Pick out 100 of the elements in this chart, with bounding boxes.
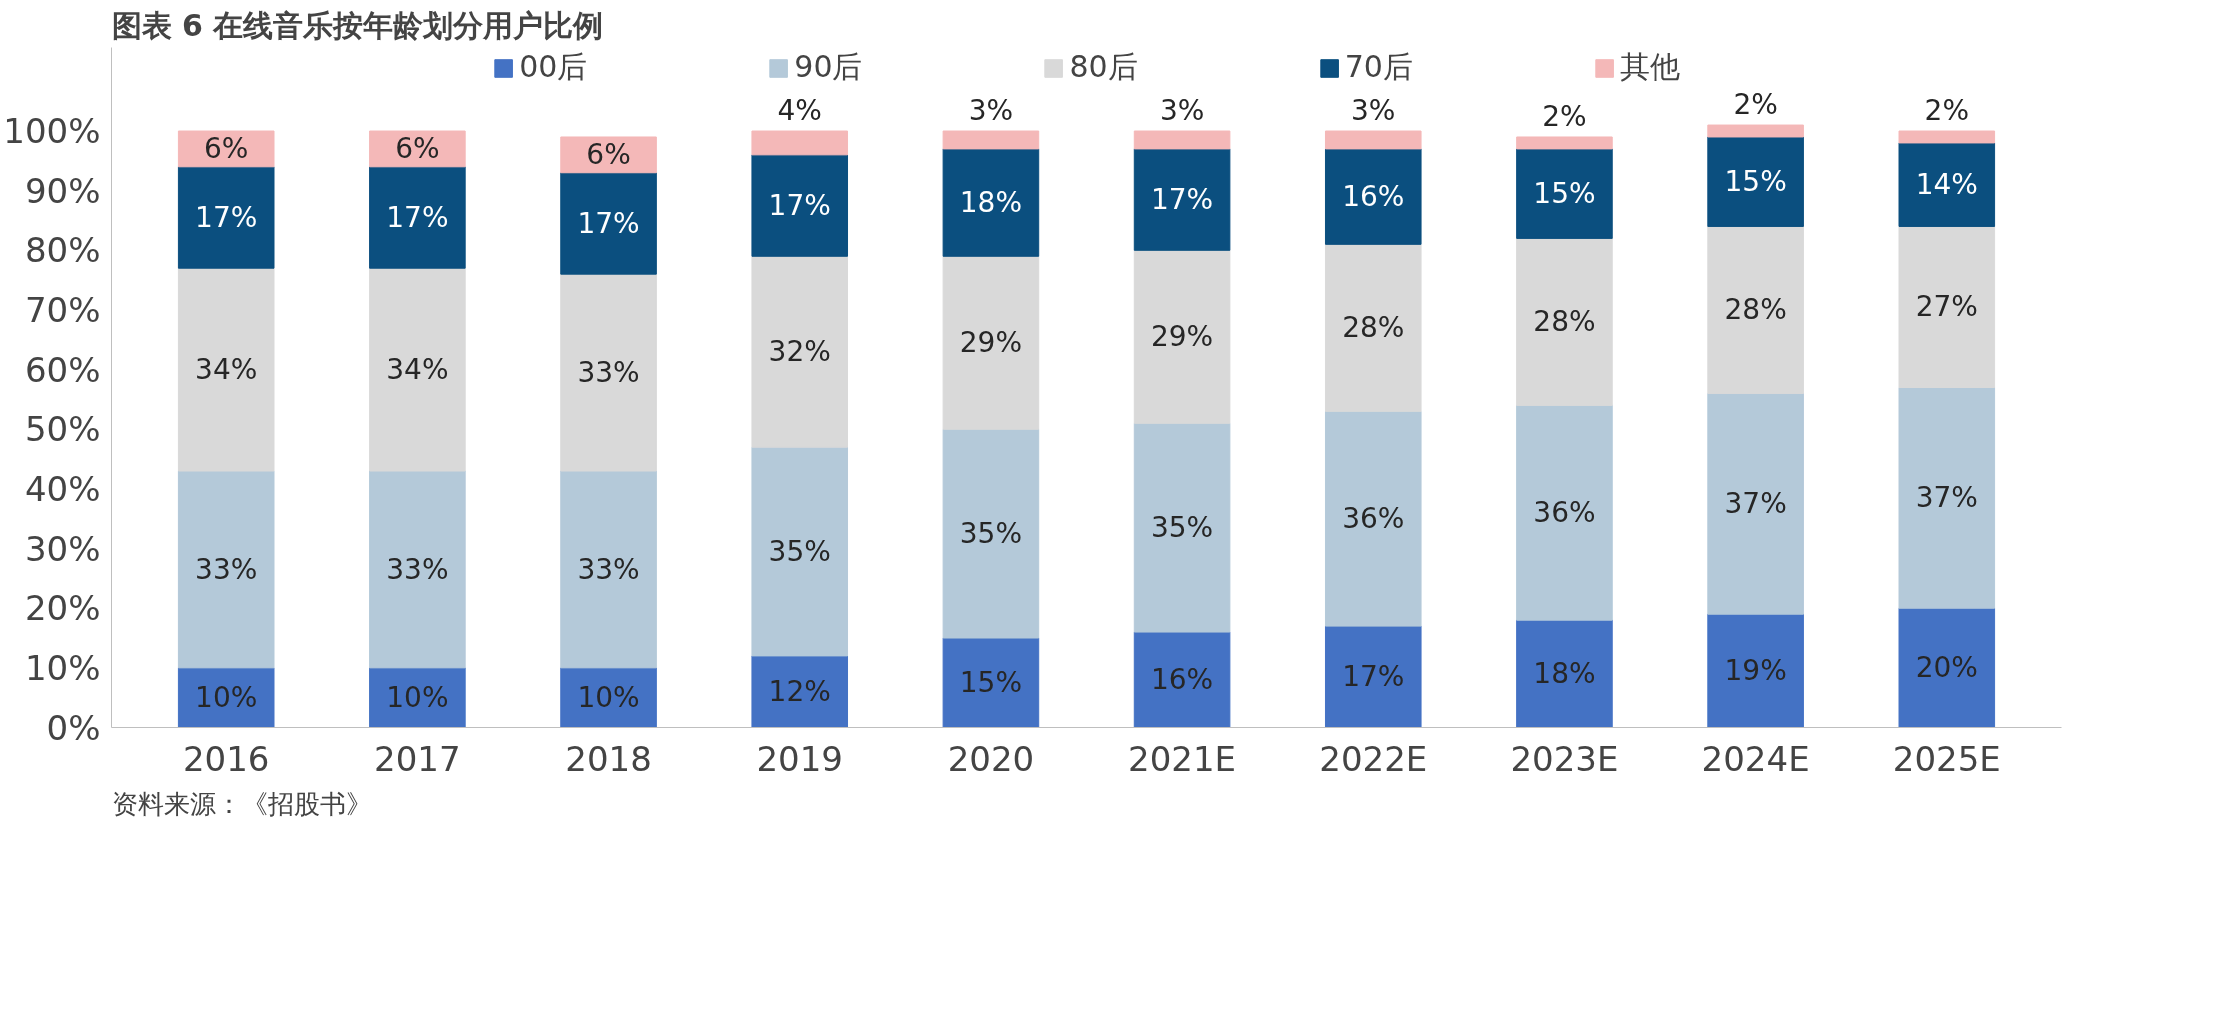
data-label: 35% bbox=[959, 517, 1023, 551]
bar bbox=[942, 130, 1040, 150]
x-tick-label: 2017 bbox=[374, 738, 461, 779]
data-label: 3% bbox=[968, 94, 1014, 128]
data-label: 27% bbox=[1915, 290, 1978, 324]
data-label: 34% bbox=[195, 353, 258, 387]
data-label: 17% bbox=[768, 189, 831, 223]
data-label: 3% bbox=[1351, 94, 1396, 128]
y-tick-label: 40% bbox=[24, 468, 101, 509]
x-tick-label: 2020 bbox=[947, 738, 1035, 779]
data-label: 28% bbox=[1533, 305, 1596, 339]
bar bbox=[1324, 243, 1422, 412]
x-tick-label: 2023E bbox=[1510, 738, 1619, 779]
data-label: 10% bbox=[577, 681, 640, 715]
bar bbox=[1133, 249, 1231, 424]
data-label: 37% bbox=[1915, 481, 1978, 515]
x-tick-label: 2022E bbox=[1319, 738, 1428, 779]
data-label: 10% bbox=[386, 681, 449, 715]
data-label: 2% bbox=[1924, 94, 1970, 128]
legend-label: 80后 bbox=[1069, 48, 1138, 86]
y-tick-label: 80% bbox=[24, 230, 101, 271]
data-label: 15% bbox=[959, 666, 1023, 700]
data-label: 14% bbox=[1915, 168, 1978, 202]
legend-label: 00后 bbox=[519, 48, 588, 86]
data-label: 28% bbox=[1724, 293, 1787, 327]
data-label: 17% bbox=[386, 201, 449, 234]
bar bbox=[942, 148, 1040, 257]
x-tick-label: 2019 bbox=[756, 738, 843, 779]
bar bbox=[751, 446, 849, 657]
data-label: 37% bbox=[1724, 487, 1787, 521]
chart-title: 图表 6 在线音乐按年龄划分用户比例 bbox=[111, 7, 604, 43]
bar bbox=[1707, 124, 1804, 138]
data-label: 18% bbox=[1533, 657, 1596, 691]
data-label: 6% bbox=[586, 138, 631, 172]
x-tick-label: 2016 bbox=[182, 738, 270, 779]
y-tick-label: 50% bbox=[24, 409, 101, 450]
text: 资料来源：《招股书》 bbox=[111, 788, 372, 819]
data-label: 2% bbox=[1542, 100, 1587, 134]
bar bbox=[177, 470, 275, 669]
bar bbox=[1898, 142, 1996, 227]
data-label: 20% bbox=[1915, 651, 1978, 685]
bar bbox=[1898, 225, 1996, 388]
data-label: 28% bbox=[1342, 311, 1405, 345]
y-tick-label: 20% bbox=[24, 588, 101, 629]
y-tick-label: 60% bbox=[24, 349, 101, 390]
data-label: 6% bbox=[395, 132, 440, 166]
data-label: 6% bbox=[204, 132, 249, 166]
bar bbox=[1707, 225, 1804, 394]
x-tick-label: 2024E bbox=[1701, 738, 1810, 779]
data-label: 12% bbox=[768, 675, 831, 709]
x-tick-label: 2021E bbox=[1128, 738, 1237, 779]
y-tick-label: 70% bbox=[24, 289, 101, 330]
bar bbox=[1516, 404, 1613, 621]
data-label: 3% bbox=[1159, 94, 1205, 128]
bar bbox=[1133, 148, 1231, 251]
data-label: 18% bbox=[959, 186, 1023, 220]
data-label: 29% bbox=[1150, 320, 1214, 354]
bar bbox=[1324, 625, 1422, 728]
bar bbox=[942, 255, 1040, 430]
bar bbox=[1898, 130, 1996, 144]
bar bbox=[942, 637, 1040, 728]
data-label: 17% bbox=[1150, 183, 1214, 217]
bar bbox=[942, 428, 1040, 639]
data-label: 10% bbox=[195, 681, 258, 715]
data-label: 36% bbox=[1342, 502, 1405, 536]
data-label: 33% bbox=[577, 552, 640, 586]
data-label: 33% bbox=[577, 356, 640, 390]
x-tick-label: 2025E bbox=[1892, 738, 2001, 779]
data-label: 36% bbox=[1533, 496, 1596, 530]
bar bbox=[369, 470, 466, 669]
data-label: 33% bbox=[195, 552, 258, 586]
y-tick-label: 30% bbox=[24, 528, 101, 569]
data-label: 15% bbox=[1533, 177, 1596, 211]
bar bbox=[560, 172, 657, 275]
data-label: 32% bbox=[768, 335, 831, 369]
data-label: 19% bbox=[1724, 654, 1787, 688]
legend-label: 70后 bbox=[1344, 48, 1413, 86]
bar bbox=[560, 470, 657, 669]
data-label: 29% bbox=[959, 326, 1023, 360]
bar bbox=[1516, 148, 1613, 239]
data-label: 17% bbox=[577, 206, 640, 240]
bar bbox=[1898, 607, 1996, 728]
data-label: 2% bbox=[1733, 88, 1778, 122]
data-label: 17% bbox=[1342, 660, 1405, 694]
bar bbox=[177, 267, 275, 472]
bar bbox=[560, 273, 657, 472]
y-tick-label: 90% bbox=[24, 170, 101, 211]
bar bbox=[1898, 387, 1996, 609]
data-label: 35% bbox=[768, 535, 831, 569]
y-tick-label: 10% bbox=[24, 647, 101, 688]
bar bbox=[1516, 237, 1613, 406]
legend-label: 其他 bbox=[1619, 48, 1680, 86]
bar bbox=[1707, 136, 1804, 227]
data-label: 17% bbox=[195, 201, 258, 234]
x-tick-label: 2018 bbox=[565, 738, 652, 779]
bar bbox=[1324, 130, 1422, 150]
bar bbox=[1324, 148, 1422, 245]
bar bbox=[1133, 422, 1231, 633]
bar bbox=[751, 130, 849, 156]
bar bbox=[751, 154, 849, 257]
